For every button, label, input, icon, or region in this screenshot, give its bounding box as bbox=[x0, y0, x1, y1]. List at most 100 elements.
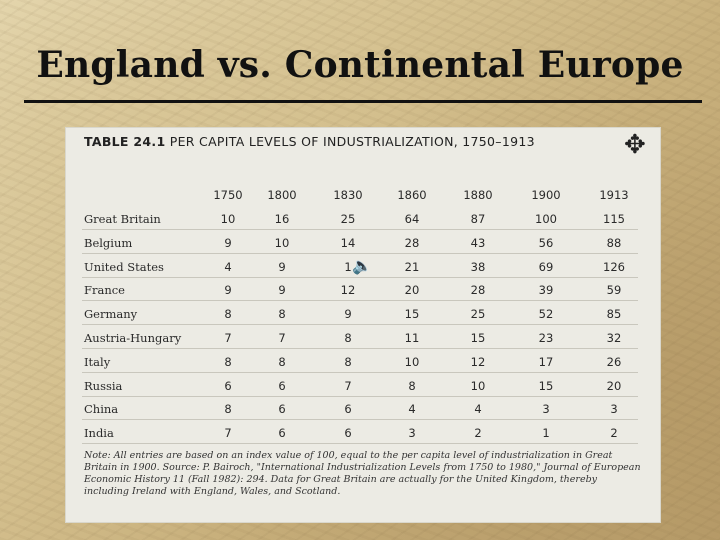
table-cell: 85 bbox=[606, 307, 622, 322]
row-divider bbox=[82, 419, 638, 421]
table-cell: 9 bbox=[344, 307, 352, 322]
row-label: Russia bbox=[84, 378, 123, 393]
table-cell: 1 bbox=[542, 426, 550, 441]
table-cell: 59 bbox=[606, 283, 622, 298]
table-cell: 11 bbox=[404, 331, 420, 345]
table-cell: 64 bbox=[404, 212, 420, 226]
row-divider bbox=[82, 300, 638, 302]
table-cell: 12 bbox=[470, 354, 486, 369]
table-cell: 6 bbox=[278, 378, 286, 393]
table-cell: 6 bbox=[278, 402, 286, 417]
table-cell: 15 bbox=[470, 331, 486, 345]
table-cell: 7 bbox=[224, 331, 232, 345]
row-label: Germany bbox=[84, 307, 138, 322]
table-cell: 126 bbox=[603, 259, 625, 274]
table-cell: 3 bbox=[542, 402, 550, 417]
row-divider bbox=[82, 276, 638, 278]
table-cell: 87 bbox=[470, 212, 486, 226]
column-header-1750: 1750 bbox=[213, 188, 243, 202]
row-label: Austria-Hungary bbox=[84, 331, 182, 345]
column-header-1800: 1800 bbox=[267, 188, 297, 202]
table-cell: 6 bbox=[344, 402, 352, 417]
table-cell: 2 bbox=[610, 426, 618, 441]
row-divider bbox=[82, 395, 638, 397]
row-divider bbox=[82, 443, 638, 445]
table-cell: 10 bbox=[470, 378, 486, 393]
column-header-1830: 1830 bbox=[333, 188, 363, 202]
table-cell: 56 bbox=[538, 235, 554, 250]
table-cell: 17 bbox=[538, 354, 554, 369]
table-cell: 21 bbox=[404, 259, 420, 274]
table-cell: 8 bbox=[278, 307, 286, 322]
table-cell: 23 bbox=[538, 331, 554, 345]
table-cell: 38 bbox=[470, 259, 486, 274]
table-cell: 39 bbox=[538, 283, 554, 298]
table-cell: 25 bbox=[470, 307, 486, 322]
table-cell: 8 bbox=[224, 402, 232, 417]
table-cell: 115 bbox=[603, 212, 625, 226]
table-cell: 7 bbox=[224, 426, 232, 441]
row-label: Italy bbox=[84, 354, 111, 369]
ornament-icon: ✥ bbox=[624, 130, 646, 160]
speaker-icon[interactable]: 🔈 bbox=[352, 256, 372, 275]
table-cell: 4 bbox=[224, 259, 232, 274]
table-cell: 100 bbox=[535, 212, 557, 226]
table-cell: 2 bbox=[474, 426, 482, 441]
table-cell: 8 bbox=[408, 378, 416, 393]
table-cell: 8 bbox=[344, 331, 352, 345]
table-cell: 8 bbox=[224, 307, 232, 322]
table-cell: 15 bbox=[538, 378, 554, 393]
table-cell: 6 bbox=[224, 378, 232, 393]
row-label: Belgium bbox=[84, 235, 133, 250]
table-cell: 3 bbox=[408, 426, 416, 441]
table-cell: 20 bbox=[404, 283, 420, 298]
table-cell: 6 bbox=[278, 426, 286, 441]
table-cell: 15 bbox=[404, 307, 420, 322]
table-cell: 10 bbox=[404, 354, 420, 369]
table-cell: 52 bbox=[538, 307, 554, 322]
slide-title: England vs. Continental Europe bbox=[36, 44, 684, 86]
table-cell: 32 bbox=[606, 331, 622, 345]
table-cell: 7 bbox=[278, 331, 286, 345]
table-cell: 14 bbox=[340, 235, 356, 250]
table-cell: 69 bbox=[538, 259, 554, 274]
table-cell: 6 bbox=[344, 426, 352, 441]
table-cell: 9 bbox=[224, 235, 232, 250]
table-cell: 28 bbox=[470, 283, 486, 298]
table-cell: 16 bbox=[274, 212, 290, 226]
row-label: United States bbox=[84, 259, 164, 274]
column-header-1900: 1900 bbox=[531, 188, 561, 202]
title-underline bbox=[24, 100, 702, 103]
table-cell: 1 bbox=[344, 259, 352, 274]
table-cell: 9 bbox=[278, 259, 286, 274]
row-label: Great Britain bbox=[84, 212, 161, 226]
table-cell: 9 bbox=[278, 283, 286, 298]
table-number: TABLE 24.1 bbox=[84, 134, 166, 149]
table-cell: 9 bbox=[224, 283, 232, 298]
row-divider bbox=[82, 252, 638, 254]
table-cell: 10 bbox=[274, 235, 290, 250]
row-divider bbox=[82, 324, 638, 326]
table-cell: 88 bbox=[606, 235, 622, 250]
table-cell: 20 bbox=[606, 378, 622, 393]
table-cell: 3 bbox=[610, 402, 618, 417]
table-cell: 7 bbox=[344, 378, 352, 393]
table-cell: 4 bbox=[474, 402, 482, 417]
table-cell: 25 bbox=[340, 212, 356, 226]
table-cell: 28 bbox=[404, 235, 420, 250]
table-scan: TABLE 24.1 PER CAPITA LEVELS OF INDUSTRI… bbox=[66, 128, 660, 522]
row-divider bbox=[82, 348, 638, 349]
table-cell: 43 bbox=[470, 235, 486, 250]
row-label: China bbox=[84, 402, 119, 417]
column-header-1880: 1880 bbox=[463, 188, 493, 202]
row-label: France bbox=[84, 283, 125, 298]
row-label: India bbox=[84, 426, 114, 441]
table-title-text: PER CAPITA LEVELS OF INDUSTRIALIZATION, … bbox=[169, 134, 535, 149]
table-cell: 8 bbox=[224, 354, 232, 369]
table-note: Note: All entries are based on an index … bbox=[84, 450, 641, 497]
table-cell: 10 bbox=[220, 212, 236, 226]
table-cell: 12 bbox=[340, 283, 356, 298]
row-divider bbox=[82, 229, 638, 230]
table-cell: 8 bbox=[278, 354, 286, 369]
table-cell: 4 bbox=[408, 402, 416, 417]
